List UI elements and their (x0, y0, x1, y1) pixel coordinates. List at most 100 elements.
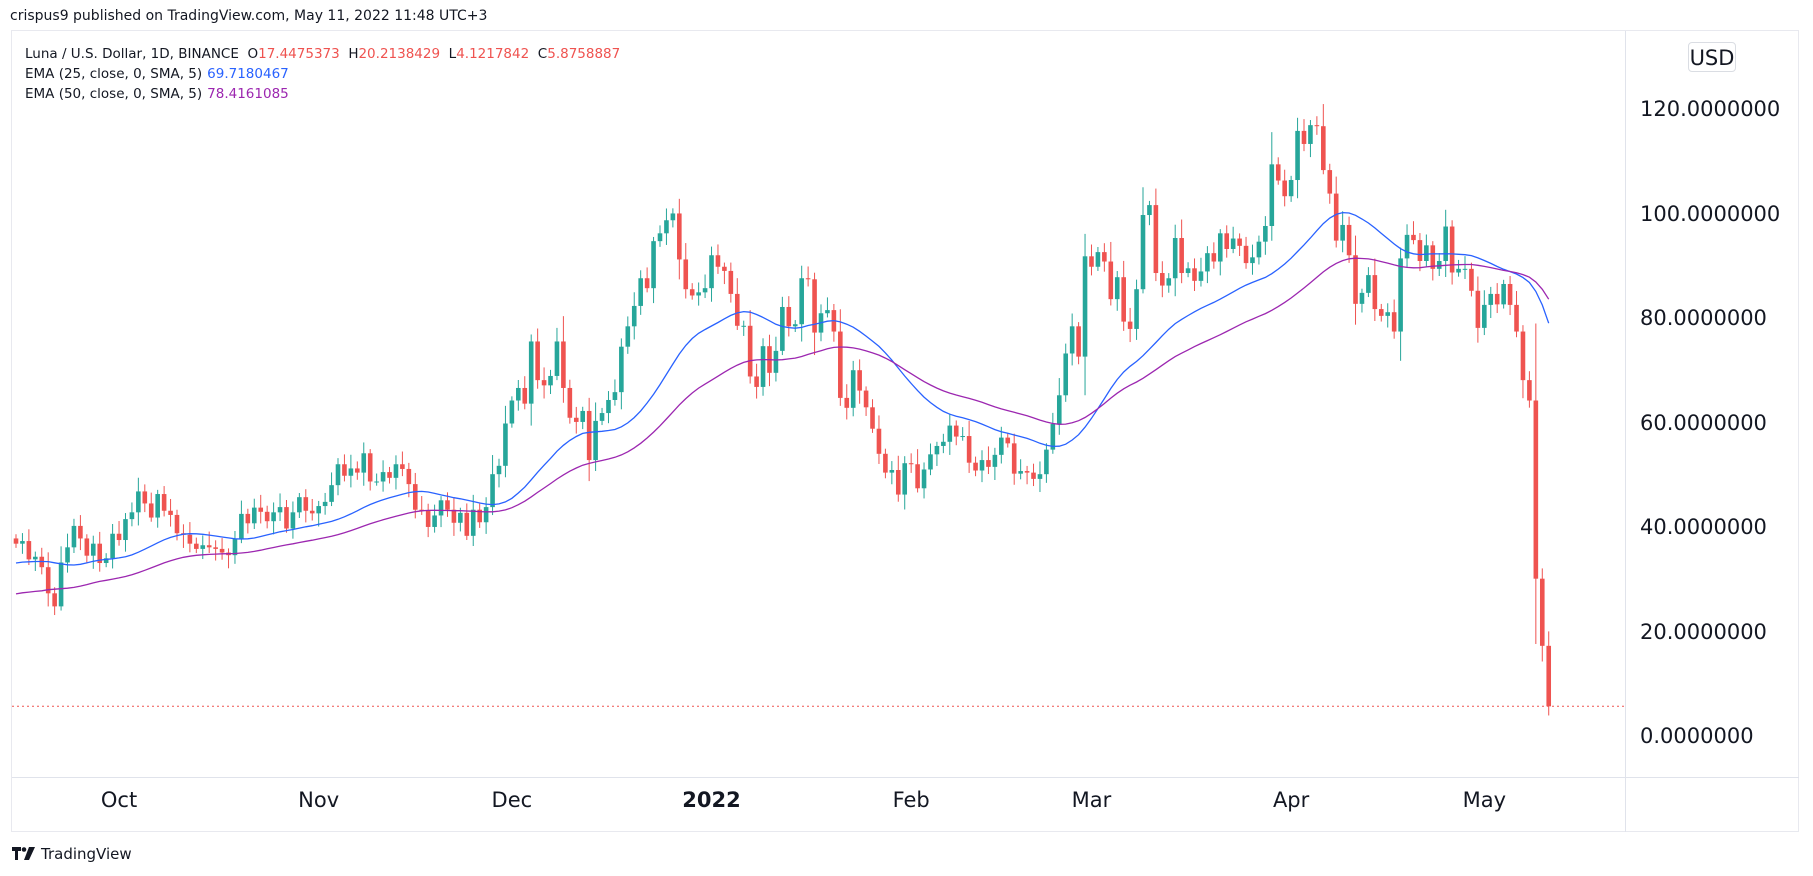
candle-body (1018, 471, 1023, 474)
candle-body (1160, 273, 1165, 286)
time-tick-label: 2022 (682, 788, 741, 812)
legend-ema25-row[interactable]: EMA (25, close, 0, SMA, 5) 69.7180467 (25, 64, 620, 84)
candle-body (1449, 226, 1455, 273)
candle-body (734, 293, 740, 326)
candle-body (754, 376, 759, 387)
candle-body (161, 494, 167, 511)
candle-body (1114, 277, 1120, 300)
candle-body (1076, 326, 1081, 357)
candle-body (194, 543, 199, 549)
candle-body (1102, 252, 1107, 262)
candle-body (496, 465, 502, 475)
tradingview-logo-icon (12, 847, 35, 860)
candle-body (1514, 304, 1519, 332)
candle-body (1153, 205, 1159, 274)
candle-body (1230, 238, 1236, 249)
currency-button[interactable]: USD (1688, 42, 1736, 72)
candle-body (1134, 289, 1139, 329)
candle-body (1314, 125, 1320, 127)
candle-body (651, 241, 656, 289)
candle-body (1546, 645, 1552, 707)
candles (13, 104, 1552, 716)
candle-body (1488, 293, 1494, 305)
candle-body (1044, 449, 1049, 475)
candle-body (464, 512, 470, 536)
candle-body (1275, 164, 1281, 181)
candle-body (361, 453, 367, 473)
candle-body (1321, 126, 1326, 171)
candle-body (1398, 258, 1403, 332)
candle-body (953, 425, 959, 437)
candle-body (606, 399, 611, 414)
candle-body (1417, 240, 1423, 262)
time-tick-label: Nov (298, 788, 340, 812)
candle-body (780, 306, 785, 351)
candle-body (1269, 164, 1275, 226)
candle-body (148, 503, 154, 518)
candle-body (1424, 245, 1429, 262)
candle-body (503, 423, 508, 466)
candle-body (934, 445, 940, 455)
candle-body (999, 437, 1004, 455)
candle-body (1050, 424, 1056, 450)
candle-body (483, 507, 489, 523)
candle-body (863, 390, 869, 408)
candle-body (1288, 180, 1294, 197)
candle-body (103, 558, 109, 564)
candle-body (1308, 125, 1313, 144)
candle-body (883, 453, 888, 473)
candle-body (1147, 205, 1152, 216)
candle-body (1005, 437, 1011, 444)
candle-body (174, 514, 180, 534)
ema50-value: 78.4161085 (207, 86, 289, 102)
candle-body (206, 545, 212, 548)
ema50-line (15, 257, 1550, 595)
candle-body (1179, 238, 1184, 274)
candle-body (1327, 170, 1333, 194)
time-tick-label: Feb (892, 788, 930, 812)
high-value: 20.2138429 (358, 46, 441, 62)
symbol-title: Luna / U.S. Dollar, 1D, BINANCE (25, 46, 239, 62)
candle-body (297, 497, 302, 513)
time-tick-label: May (1462, 788, 1507, 812)
candle-body (696, 292, 701, 296)
candle-body (1011, 443, 1017, 474)
candle-body (722, 266, 727, 271)
legend-ema50-row[interactable]: EMA (50, close, 0, SMA, 5) 78.4161085 (25, 84, 620, 104)
candle-body (554, 341, 560, 376)
candle-body (342, 464, 347, 476)
candle-body (367, 453, 373, 482)
candle-body (760, 346, 766, 387)
candle-body (1095, 252, 1101, 267)
candle-body (1056, 395, 1062, 425)
candle-body (451, 509, 457, 523)
candle-body (438, 500, 444, 516)
candle-body (1037, 474, 1043, 479)
chart-container[interactable] (11, 30, 1799, 832)
candle-body (33, 556, 38, 560)
price-tick-label: 0.0000000 (1640, 724, 1754, 748)
candle-body (683, 259, 689, 290)
candle-body (1024, 471, 1030, 473)
candle-body (1295, 130, 1300, 181)
candle-body (992, 454, 998, 467)
candle-body (1482, 304, 1487, 328)
candle-body (516, 387, 521, 401)
candle-body (1224, 233, 1230, 249)
candle-body (979, 460, 985, 471)
candle-body (393, 464, 399, 478)
candle-body (966, 436, 972, 463)
candle-body (792, 324, 798, 327)
candle-body (187, 534, 193, 544)
legend-symbol-row: Luna / U.S. Dollar, 1D, BINANCE O17.4475… (25, 44, 620, 64)
candle-body (638, 278, 643, 306)
candle-body (239, 513, 244, 539)
candle-body (45, 567, 51, 594)
candle-body (329, 485, 334, 502)
candle-body (258, 507, 264, 512)
candle-body (245, 513, 251, 524)
candle-body (1263, 225, 1268, 242)
candle-body (573, 417, 579, 422)
candle-body (110, 533, 115, 559)
